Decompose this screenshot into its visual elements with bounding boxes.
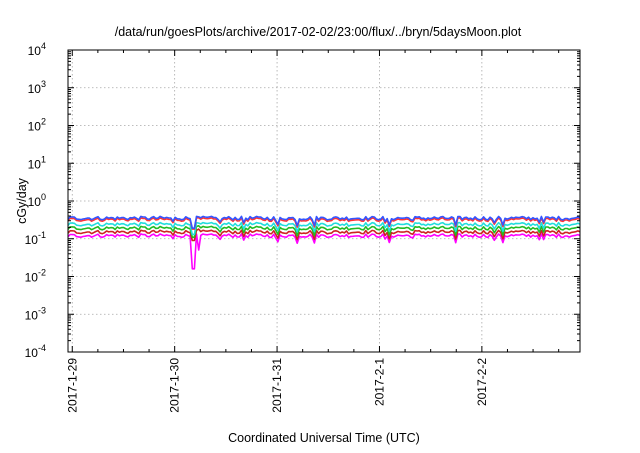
x-tick-label: 2017-1-31 bbox=[270, 358, 284, 413]
y-tick-label: 102 bbox=[28, 117, 46, 134]
series-line bbox=[67, 216, 581, 230]
x-axis-label: Coordinated Universal Time (UTC) bbox=[228, 431, 420, 445]
grid-lines bbox=[68, 50, 580, 352]
chart-title: /data/run/goesPlots/archive/2017-02-02/2… bbox=[115, 25, 522, 39]
series-line bbox=[67, 233, 581, 270]
x-tick-label: 2017-1-29 bbox=[65, 358, 79, 413]
x-axis: 2017-1-29 2017-1-30 2017-1-31 2017-2-1 2017-… bbox=[65, 50, 560, 413]
y-tick-label: 10-2 bbox=[25, 268, 46, 285]
x-tick-label: 2017-1-30 bbox=[168, 358, 182, 413]
y-tick-label: 10-3 bbox=[25, 305, 46, 322]
y-tick-label: 100 bbox=[28, 192, 46, 209]
y-tick-label: 10-4 bbox=[25, 343, 46, 360]
x-tick-label: 2017-2-1 bbox=[372, 358, 386, 406]
y-tick-label: 10-1 bbox=[25, 230, 46, 247]
series-line bbox=[67, 221, 581, 236]
series-line bbox=[67, 225, 581, 238]
y-axis: 10-4 10-3 10-2 10-1 100 101 102 103 104 bbox=[25, 41, 580, 360]
y-tick-label: 104 bbox=[28, 41, 46, 58]
x-tick-label: 2017-2-2 bbox=[475, 358, 489, 406]
series-line bbox=[67, 215, 581, 229]
series-line bbox=[67, 228, 581, 242]
y-tick-label: 101 bbox=[28, 154, 46, 171]
y-tick-label: 103 bbox=[28, 79, 46, 96]
series-lines bbox=[67, 215, 581, 270]
y-axis-label: cGy/day bbox=[15, 177, 29, 224]
